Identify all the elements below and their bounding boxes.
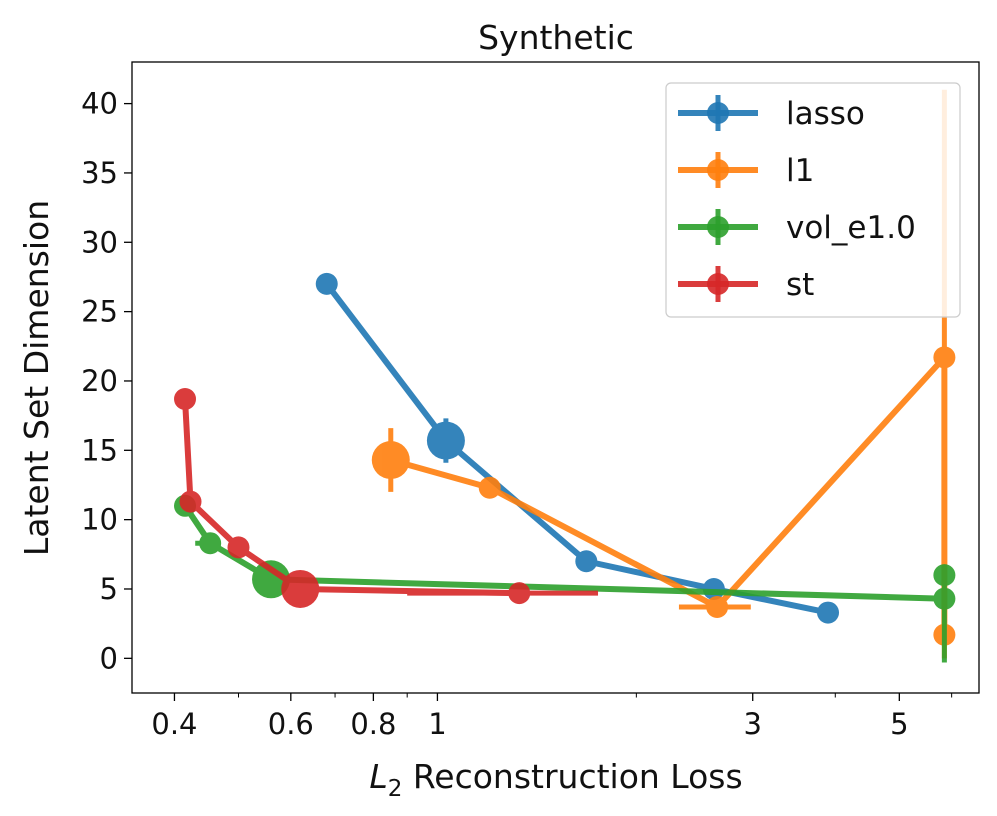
chart-title: Synthetic — [478, 18, 634, 57]
series-lasso — [315, 272, 840, 624]
data-point — [371, 441, 410, 480]
data-point — [508, 582, 531, 605]
series-layer — [174, 89, 956, 663]
data-point — [426, 421, 465, 460]
data-point — [933, 587, 956, 610]
data-point — [227, 536, 250, 559]
y-tick-label: 10 — [81, 503, 118, 537]
series-st — [174, 387, 599, 608]
legend-entry-lasso: lasso — [678, 95, 865, 132]
x-axis-label-italic: L — [369, 757, 387, 796]
plot-frame — [131, 61, 980, 694]
y-tick-label: 35 — [81, 156, 118, 190]
x-tick-label: 0.8 — [350, 707, 396, 741]
y-tick-label: 15 — [81, 433, 118, 467]
legend-box — [665, 82, 961, 318]
data-point — [706, 596, 729, 619]
legend-entry-l1: l1 — [678, 152, 814, 189]
data-point — [315, 272, 338, 295]
data-point — [478, 476, 501, 499]
y-tick-label: 5 — [100, 572, 118, 606]
data-point — [199, 532, 222, 555]
x-axis-label-subscript: 2 — [388, 776, 403, 802]
x-tick-label: 0.4 — [151, 707, 197, 741]
legend-label: st — [786, 267, 814, 303]
y-tick-label: 30 — [81, 225, 118, 259]
x-axis-label: L2 Reconstruction Loss — [369, 757, 742, 802]
data-point — [575, 550, 598, 573]
data-point — [281, 569, 320, 608]
x-axis-label-rest: Reconstruction Loss — [402, 757, 742, 796]
legend-entry-st: st — [678, 266, 814, 303]
data-point — [174, 387, 197, 410]
y-tick-label: 20 — [81, 364, 118, 398]
data-point — [933, 564, 956, 587]
legend: lasso l1 vol_e1.0st — [665, 82, 961, 318]
series-line — [182, 504, 945, 602]
legend-label: lasso — [786, 96, 865, 132]
series-vol_e1.0 — [174, 494, 956, 663]
legend-marker — [707, 102, 729, 124]
legend-marker — [707, 216, 729, 238]
x-tick-label: 1 — [428, 707, 446, 741]
legend-marker — [707, 159, 729, 181]
legend-label: vol_e1.0 — [786, 210, 916, 246]
y-tick-label: 25 — [81, 295, 118, 329]
legend-entry-vol_e1.0: vol_e1.0 — [678, 209, 916, 246]
y-tick-label: 40 — [81, 87, 118, 121]
data-point — [933, 346, 956, 369]
series-line — [182, 398, 520, 597]
x-tick-label: 0.6 — [268, 707, 314, 741]
legend-marker — [707, 273, 729, 295]
data-point — [252, 560, 291, 599]
data-point — [179, 490, 202, 513]
legend-label: l1 — [786, 153, 814, 189]
data-point — [817, 601, 840, 624]
y-axis-label: Latent Set Dimension — [17, 200, 56, 556]
x-tick-label: 3 — [743, 707, 761, 741]
x-tick-label: 5 — [890, 707, 908, 741]
y-tick-label: 0 — [100, 641, 118, 675]
